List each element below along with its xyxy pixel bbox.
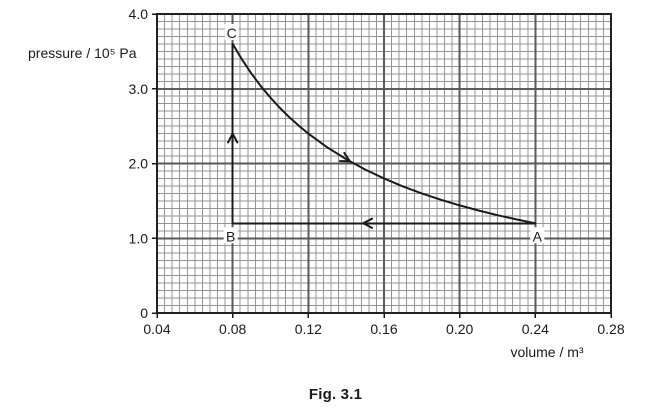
- direction-arrowhead: [338, 152, 352, 163]
- process-A-to-B: [231, 217, 537, 229]
- x-tick-label: 0.16: [370, 321, 397, 337]
- state-point-letter: B: [226, 228, 235, 244]
- y-axis-title: pressure / 10⁵ Pa: [28, 45, 137, 61]
- label-backing: [224, 23, 239, 40]
- x-axis-title: volume / m³: [510, 344, 583, 360]
- label-backing: [530, 227, 545, 244]
- point-label-C: C: [224, 23, 239, 41]
- direction-arrowhead: [227, 131, 239, 144]
- state-point-letter: A: [533, 228, 543, 244]
- figure-caption: Fig. 3.1: [308, 386, 363, 403]
- graph-paper-grid: [156, 13, 612, 314]
- x-tick-label: 0.28: [597, 321, 624, 337]
- x-tick-label: 0.12: [295, 321, 322, 337]
- point-label-B: B: [223, 227, 238, 244]
- state-point-letter: C: [227, 25, 237, 41]
- y-tick-label: 4.0: [129, 6, 149, 22]
- y-tick-label: 0: [140, 305, 148, 321]
- y-tick-label: 3.0: [129, 81, 149, 97]
- axes: 0.04 0.08 0.12 0.16 0.20 0.24 0.28 0 1.0 2.0 3.0 4.…: [129, 6, 625, 337]
- x-tick-label: 0.20: [446, 321, 473, 337]
- process-lines: [227, 42, 537, 229]
- point-label-A: A: [530, 227, 545, 244]
- direction-arrowhead: [361, 217, 374, 229]
- label-backing: [223, 227, 238, 244]
- x-tick-label: 0.08: [219, 321, 246, 337]
- y-tick-label: 1.0: [129, 230, 149, 246]
- point-labels: A B C: [223, 23, 545, 244]
- tick-marks: [152, 13, 612, 318]
- x-tick-label: 0.24: [522, 321, 549, 337]
- x-tick-label: 0.04: [143, 321, 170, 337]
- y-tick-label: 2.0: [129, 156, 149, 172]
- process-B-to-C: [227, 42, 239, 225]
- process-C-to-A: [231, 42, 537, 225]
- isothermal-curve: [231, 42, 537, 225]
